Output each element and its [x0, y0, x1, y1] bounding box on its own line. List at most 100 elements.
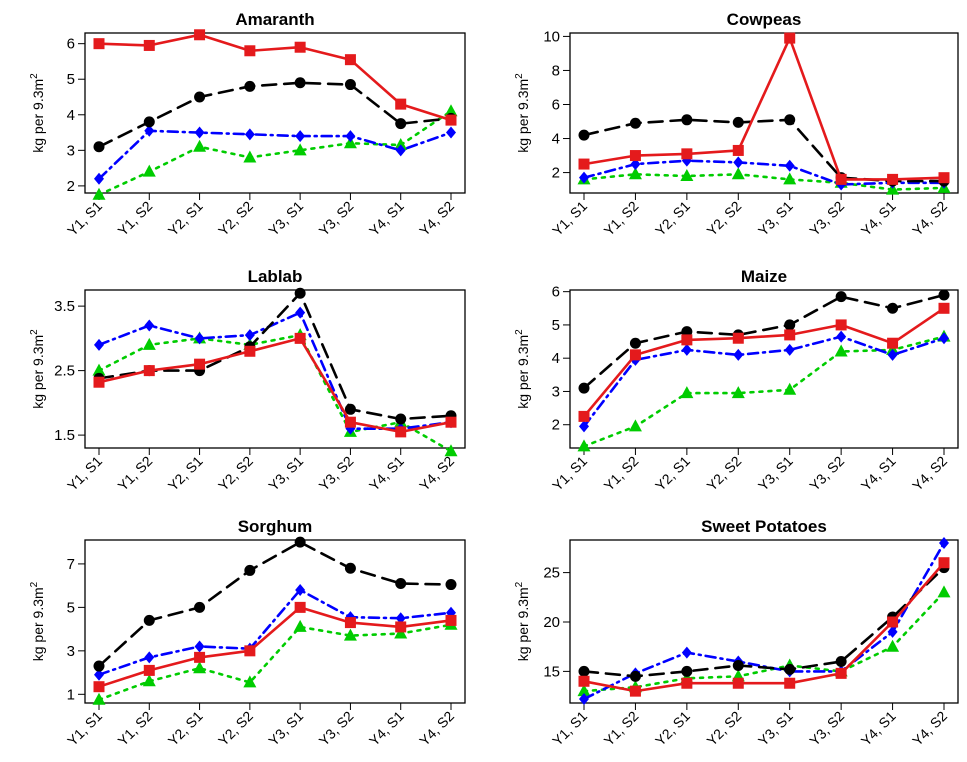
- x-tick-label: Y4, S1: [366, 198, 407, 239]
- series-line-blue: [97, 311, 453, 431]
- data-point-red: [835, 319, 847, 331]
- y-tick-label: 3.5: [54, 298, 75, 315]
- data-point-red: [681, 148, 693, 160]
- series-line-black: [97, 81, 453, 149]
- x-tick-label: Y2, S2: [215, 453, 256, 494]
- data-point-blue: [295, 130, 306, 143]
- data-point-green: [243, 150, 257, 163]
- x-tick-label: Y2, S1: [652, 453, 693, 494]
- data-point-blue: [579, 420, 589, 433]
- data-point-black: [578, 382, 590, 394]
- data-point-red: [732, 332, 744, 344]
- data-point-black: [395, 413, 407, 425]
- x-tick-label: Y3, S2: [806, 453, 847, 494]
- x-tick-label: Y2, S2: [215, 708, 256, 749]
- data-point-red: [681, 334, 693, 346]
- data-point-red: [578, 158, 590, 170]
- series-line-red: [97, 337, 453, 434]
- data-point-red: [93, 38, 105, 50]
- data-point-green: [394, 138, 408, 150]
- panel-sweet-potatoes: Sweet Potatoes 15 20 25 kg per 9.3m2 Y1, S1 Y1…: [514, 517, 959, 749]
- data-point-red: [578, 410, 590, 422]
- x-tick-label: Y4, S2: [416, 453, 457, 494]
- data-point-green: [343, 628, 357, 641]
- data-point-blue: [345, 130, 356, 143]
- data-point-green: [142, 164, 156, 177]
- data-point-black: [629, 117, 641, 129]
- data-point-green: [142, 674, 156, 687]
- series-line-blue: [97, 588, 453, 677]
- x-tick-label: Y4, S1: [366, 453, 407, 494]
- x-tick-label: Y4, S2: [416, 708, 457, 749]
- data-point-blue: [630, 158, 641, 171]
- data-point-black: [93, 141, 105, 153]
- series-line-red: [582, 561, 946, 693]
- x-tick-label: Y2, S2: [703, 198, 744, 239]
- data-point-black: [445, 579, 457, 591]
- y-tick-label: 10: [543, 28, 560, 45]
- data-point-green: [886, 639, 900, 652]
- data-point-red: [445, 416, 457, 428]
- plot-frame: [84, 539, 466, 704]
- data-point-red: [294, 601, 306, 613]
- data-point-red: [629, 150, 641, 162]
- data-point-black: [578, 665, 590, 677]
- y-axis-label-text: kg per 9.3m: [30, 335, 46, 409]
- data-point-green: [444, 444, 458, 457]
- data-point-red: [629, 685, 641, 697]
- y-tick-label: 5: [552, 317, 560, 334]
- x-tick-label: Y1, S1: [549, 198, 590, 239]
- x-tick-label: Y3, S2: [316, 198, 357, 239]
- data-point-green: [680, 168, 694, 181]
- y-tick-label: 2.5: [54, 363, 75, 380]
- x-tick-label: Y3, S1: [265, 453, 306, 494]
- data-point-blue: [295, 306, 306, 319]
- data-point-blue: [681, 343, 692, 356]
- y-axis-label-superscript: 2: [514, 329, 525, 335]
- y-tick-label: 25: [543, 565, 560, 582]
- data-point-green: [783, 382, 797, 395]
- x-tick-label: Y2, S1: [165, 708, 206, 749]
- panel-title: Sorghum: [238, 517, 313, 536]
- x-tick-label: Y4, S1: [858, 198, 899, 239]
- data-point-green: [243, 675, 257, 688]
- panel-title: Amaranth: [235, 10, 314, 29]
- data-point-red: [938, 302, 950, 314]
- x-tick-label: Y2, S2: [215, 198, 256, 239]
- data-point-blue: [579, 171, 589, 184]
- y-tick-label: 4: [552, 131, 560, 148]
- x-tick-label: Y2, S2: [703, 453, 744, 494]
- data-point-red: [445, 614, 457, 626]
- data-point-red: [143, 664, 155, 676]
- data-point-blue: [939, 332, 949, 345]
- x-tick-label: Y3, S1: [755, 198, 796, 239]
- data-point-green: [193, 139, 207, 152]
- panel-title: Maize: [741, 267, 787, 286]
- data-point-black: [194, 91, 206, 103]
- y-axis-label-text: kg per 9.3m: [30, 587, 46, 661]
- data-point-blue: [939, 536, 949, 549]
- series-line-red: [582, 306, 946, 418]
- series-line-blue: [582, 335, 946, 428]
- y-axis-label: kg per 9.3m2: [514, 73, 531, 153]
- data-point-green: [731, 167, 745, 180]
- x-tick-label: Y1, S1: [549, 708, 590, 749]
- x-tick-label: Y4, S1: [858, 708, 899, 749]
- data-point-green: [193, 661, 207, 674]
- y-tick-label: 20: [543, 614, 560, 631]
- data-point-red: [395, 98, 407, 110]
- plot-frame: [569, 32, 959, 194]
- data-point-black: [732, 116, 744, 128]
- x-tick-label: Y4, S2: [909, 198, 950, 239]
- y-tick-label: 6: [67, 36, 75, 53]
- data-point-black: [629, 337, 641, 349]
- data-point-green: [92, 363, 106, 376]
- data-point-black: [578, 129, 590, 141]
- y-axis-label-superscript: 2: [29, 581, 40, 587]
- y-tick-label: 3: [67, 643, 75, 660]
- y-tick-label: 8: [552, 62, 560, 79]
